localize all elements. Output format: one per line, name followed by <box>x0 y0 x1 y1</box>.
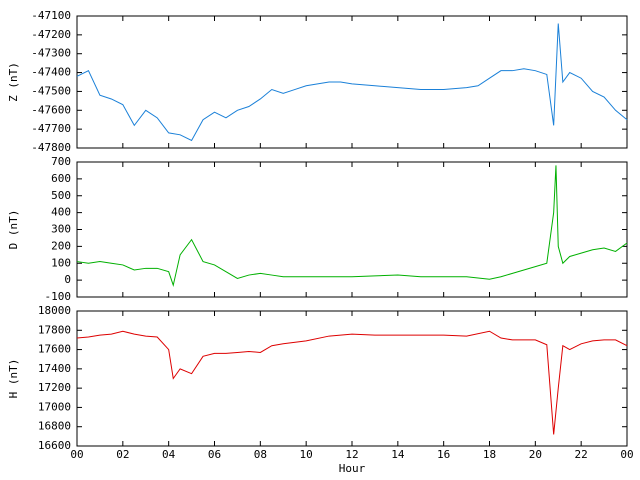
y-axis-label: Z (nT) <box>7 62 20 102</box>
y-tick-label: -47400 <box>31 66 71 79</box>
y-tick-label: -47200 <box>31 28 71 41</box>
y-tick-label: -47800 <box>31 141 71 154</box>
x-tick-label: 22 <box>575 448 588 461</box>
y-tick-label: 17000 <box>38 400 71 413</box>
y-tick-label: 600 <box>51 172 71 185</box>
x-tick-label: 14 <box>391 448 405 461</box>
y-tick-label: 17800 <box>38 323 71 336</box>
y-tick-label: -47100 <box>31 9 71 22</box>
y-tick-label: 300 <box>51 223 71 236</box>
x-tick-label: 08 <box>254 448 267 461</box>
x-tick-label: 02 <box>116 448 129 461</box>
y-tick-label: -47500 <box>31 84 71 97</box>
y-tick-label: -100 <box>45 290 72 303</box>
x-tick-label: 06 <box>208 448 221 461</box>
x-tick-label: 04 <box>162 448 176 461</box>
x-tick-label: 10 <box>300 448 313 461</box>
x-axis-label: Hour <box>339 462 366 475</box>
y-tick-label: 18000 <box>38 304 71 317</box>
y-tick-label: 17600 <box>38 343 71 356</box>
y-tick-label: 16800 <box>38 420 71 433</box>
y-tick-label: 400 <box>51 206 71 219</box>
panel-frame <box>76 15 628 149</box>
data-line <box>76 330 628 435</box>
y-axis-label: H (nT) <box>7 359 20 399</box>
y-tick-label: 200 <box>51 239 71 252</box>
y-tick-label: 100 <box>51 256 71 269</box>
y-axis-label: D (nT) <box>7 210 20 250</box>
y-tick-label: -47700 <box>31 122 71 135</box>
data-line <box>76 23 628 142</box>
y-tick-label: 17200 <box>38 381 71 394</box>
x-tick-label: 00 <box>70 448 83 461</box>
y-tick-label: 500 <box>51 189 71 202</box>
y-tick-label: 16600 <box>38 439 71 452</box>
y-tick-label: 17400 <box>38 362 71 375</box>
x-tick-label: 16 <box>437 448 450 461</box>
x-tick-label: 00 <box>620 448 633 461</box>
panel-frame <box>76 310 628 447</box>
y-tick-label: -47300 <box>31 47 71 60</box>
x-tick-label: 20 <box>529 448 542 461</box>
x-tick-label: 18 <box>483 448 496 461</box>
y-tick-label: -47600 <box>31 103 71 116</box>
y-tick-label: 700 <box>51 155 71 168</box>
data-line <box>76 165 628 288</box>
y-tick-label: 0 <box>64 273 71 286</box>
x-tick-label: 12 <box>345 448 358 461</box>
